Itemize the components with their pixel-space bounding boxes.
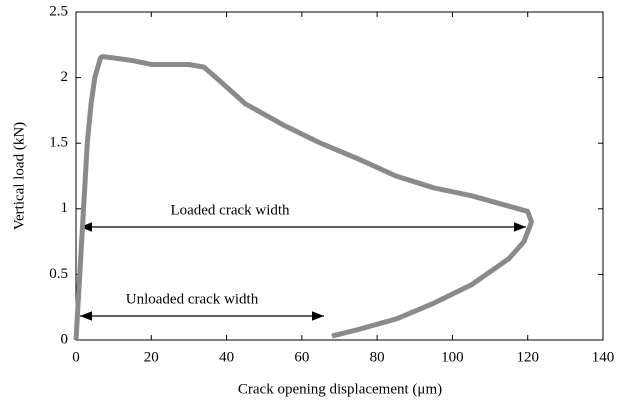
annotation: Unloaded crack width <box>126 291 259 307</box>
annotation: Loaded crack width <box>170 202 290 218</box>
x-tick-label: 40 <box>219 349 234 365</box>
data-line <box>73 54 534 341</box>
y-axis-label: Vertical load (kN) <box>11 122 27 230</box>
y-tick-label: 1 <box>61 200 69 216</box>
plot-frame <box>75 11 604 341</box>
y-tick-label: 0.5 <box>49 266 68 282</box>
x-tick-label: 100 <box>441 349 464 365</box>
x-tick-label: 0 <box>72 349 80 365</box>
x-axis-label: Crack opening displacement (μm) <box>238 381 442 397</box>
y-tick-label: 2 <box>61 69 69 85</box>
y-tick-label: 0 <box>61 331 69 347</box>
x-tick-label: 140 <box>592 349 615 365</box>
x-tick-label: 60 <box>294 349 309 365</box>
x-tick-label: 120 <box>516 349 539 365</box>
y-tick-label: 2.5 <box>49 3 68 19</box>
x-tick-label: 20 <box>144 349 159 365</box>
x-tick-label: 80 <box>370 349 385 365</box>
y-tick-label: 1.5 <box>49 135 68 151</box>
